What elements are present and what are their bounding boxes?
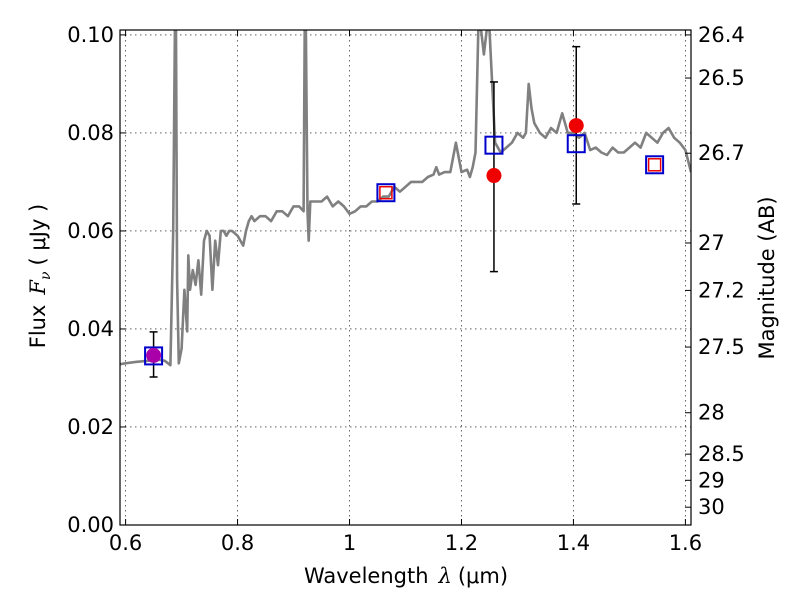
y-axis-title: Flux Fν ( μJy )	[26, 204, 54, 348]
y-tick-label: 0.08	[67, 121, 114, 145]
mag-tick-label: 29	[698, 468, 725, 492]
mag-tick-label: 28	[698, 401, 725, 425]
mag-tick-label: 27.5	[698, 335, 745, 359]
y-axis-title-unit: ( μJy )	[26, 204, 50, 266]
model-point	[645, 155, 665, 175]
y-tick-label: 0.04	[67, 317, 114, 341]
model-point	[144, 346, 164, 366]
observed-point	[486, 168, 502, 184]
model-point	[484, 135, 504, 155]
right-axis-title: Magnitude (AB)	[755, 196, 779, 359]
mag-tick-label: 28.5	[698, 442, 745, 466]
x-tick-label: 0.6	[109, 531, 142, 555]
mag-tick-label: 30	[698, 495, 725, 519]
mag-tick-label: 26.5	[698, 66, 745, 90]
y-axis-title-symbol: F	[26, 279, 50, 296]
x-axis-title-unit: (μm)	[458, 564, 508, 588]
x-axis-title: Wavelength λ (μm)	[304, 564, 508, 588]
mag-tick-label: 26.7	[698, 141, 745, 165]
x-tick-label: 1	[343, 531, 356, 555]
x-tick-label: 1.6	[669, 531, 702, 555]
mag-tick-label: 27	[698, 231, 725, 255]
observed-point	[146, 347, 162, 363]
x-tick-label: 1.4	[557, 531, 590, 555]
y-tick-label: 0.10	[67, 23, 114, 47]
x-axis-title-symbol: λ	[438, 564, 452, 588]
mag-tick-label: 26.4	[698, 23, 745, 47]
model-point	[376, 183, 396, 203]
y-axis-title-sub: ν	[38, 271, 54, 280]
ticks-layer: 0.6 0.8 1 1.2 1.4 1.6 0.00 0.02 0.04 0.06 0.08 0.10…	[67, 23, 745, 555]
x-tick-label: 0.8	[221, 531, 254, 555]
y-tick-label: 0.00	[67, 513, 114, 537]
points-layer	[144, 45, 665, 378]
observed-point	[647, 158, 662, 172]
x-tick-label: 1.2	[445, 531, 478, 555]
x-axis-title-prefix: Wavelength	[304, 564, 429, 588]
mag-tick-label: 27.2	[698, 278, 745, 302]
model-point	[566, 134, 586, 154]
observed-point	[568, 118, 584, 134]
y-axis-title-prefix: Flux	[26, 305, 50, 349]
plot-frame	[119, 29, 692, 526]
observed-point	[379, 185, 393, 200]
y-tick-label: 0.06	[67, 219, 114, 243]
y-tick-label: 0.02	[67, 415, 114, 439]
